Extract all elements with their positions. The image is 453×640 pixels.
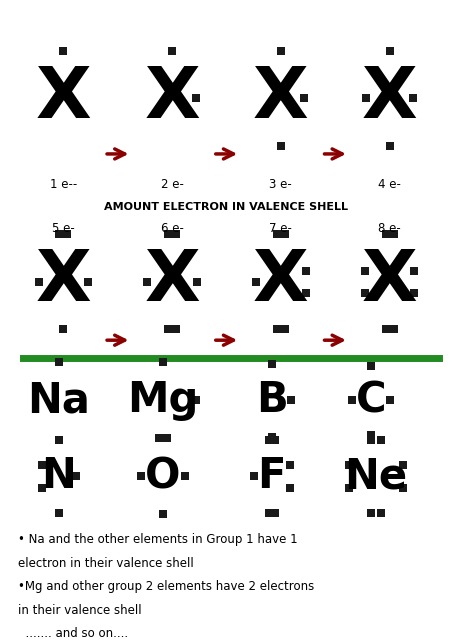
Text: •Mg and other group 2 elements have 2 electrons: •Mg and other group 2 elements have 2 el…: [18, 580, 314, 593]
Text: 4 e-: 4 e-: [378, 178, 401, 191]
Text: X: X: [144, 248, 200, 316]
Text: in their valence shell: in their valence shell: [18, 604, 142, 616]
Text: 6 e-: 6 e-: [161, 222, 183, 235]
Text: 2 e-: 2 e-: [161, 178, 183, 191]
Text: electron in their valence shell: electron in their valence shell: [18, 557, 194, 570]
Text: X: X: [35, 64, 92, 132]
Text: 5 e-: 5 e-: [52, 222, 75, 235]
Text: N: N: [42, 456, 76, 497]
Text: 3 e-: 3 e-: [270, 178, 292, 191]
Text: X: X: [144, 64, 200, 132]
Text: 1 e--: 1 e--: [50, 178, 77, 191]
Text: 8 e-: 8 e-: [378, 222, 401, 235]
Text: Na: Na: [28, 380, 90, 421]
Text: • Na and the other elements in Group 1 have 1: • Na and the other elements in Group 1 h…: [18, 533, 298, 547]
Text: B: B: [256, 380, 288, 421]
Text: X: X: [253, 64, 309, 132]
Text: F: F: [258, 456, 286, 497]
Text: 7 e-: 7 e-: [270, 222, 292, 235]
Text: X: X: [35, 248, 92, 316]
Text: ....... and so on....: ....... and so on....: [18, 627, 128, 640]
Text: X: X: [361, 248, 418, 316]
Text: X: X: [253, 248, 309, 316]
Text: Mg: Mg: [127, 380, 199, 421]
Text: AMOUNT ELECTRON IN VALENCE SHELL: AMOUNT ELECTRON IN VALENCE SHELL: [105, 202, 348, 212]
Text: O: O: [145, 456, 181, 497]
Text: C: C: [356, 380, 387, 421]
Text: X: X: [361, 64, 418, 132]
Text: Ne: Ne: [344, 456, 408, 497]
